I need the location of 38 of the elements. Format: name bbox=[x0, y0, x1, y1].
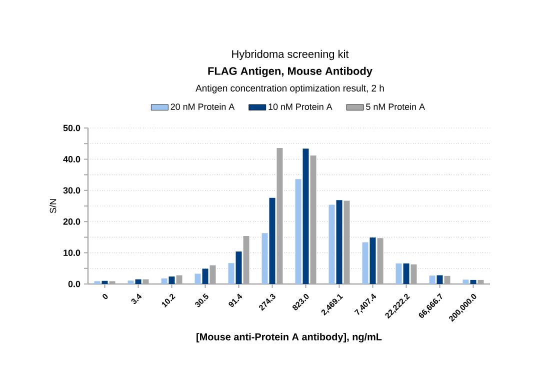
bar bbox=[436, 275, 443, 284]
y-tick-label: 50.0 bbox=[63, 124, 80, 132]
y-tick-label: 0.0 bbox=[68, 280, 80, 288]
bar bbox=[403, 263, 410, 284]
y-tick-label: 20.0 bbox=[63, 218, 80, 225]
bar bbox=[470, 280, 476, 284]
legend-label: 5 nM Protein A bbox=[366, 103, 426, 110]
y-tick-label: 30.0 bbox=[63, 187, 80, 194]
bar bbox=[236, 252, 242, 284]
bar bbox=[429, 276, 436, 284]
x-axis-title: [Mouse anti-Protein A antibody], ng/mL bbox=[196, 333, 382, 342]
bar bbox=[128, 280, 134, 284]
bar bbox=[161, 278, 168, 284]
bar bbox=[302, 148, 309, 284]
legend-label: 20 nM Protein A bbox=[170, 103, 235, 110]
y-tick-label: 40.0 bbox=[63, 156, 80, 162]
bar bbox=[94, 281, 100, 284]
bar bbox=[328, 204, 335, 284]
legend-label: 10 nM Protein A bbox=[268, 103, 332, 110]
bar bbox=[362, 242, 368, 284]
bar bbox=[295, 179, 302, 284]
bar bbox=[269, 198, 276, 284]
bar bbox=[396, 263, 402, 284]
chart-subtitle: Antigen concentration optimization result, 2 h bbox=[196, 84, 384, 94]
chart-title: FLAG Antigen, Mouse Antibody bbox=[208, 66, 372, 78]
bar bbox=[336, 200, 342, 284]
bar bbox=[168, 276, 175, 284]
bar bbox=[228, 263, 234, 284]
bar bbox=[370, 238, 376, 284]
bar bbox=[262, 233, 268, 284]
bar bbox=[202, 268, 208, 284]
bar bbox=[194, 274, 201, 284]
bar bbox=[462, 280, 469, 284]
bar bbox=[135, 279, 142, 284]
y-axis-title: S/N bbox=[50, 199, 56, 214]
bar bbox=[102, 280, 108, 284]
y-tick-label: 10.0 bbox=[64, 250, 80, 256]
text: Hybridoma screening kit bbox=[232, 50, 349, 60]
